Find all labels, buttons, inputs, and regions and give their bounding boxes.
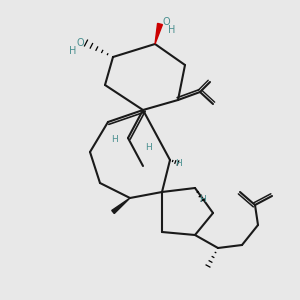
Text: H: H (111, 136, 117, 145)
Text: H: H (168, 25, 176, 35)
Text: O: O (76, 38, 84, 48)
Text: H: H (175, 158, 182, 167)
Text: H: H (69, 46, 77, 56)
Text: H: H (200, 196, 206, 205)
Text: O: O (162, 17, 170, 27)
Polygon shape (112, 198, 130, 214)
Text: H: H (145, 143, 152, 152)
Polygon shape (155, 23, 162, 44)
